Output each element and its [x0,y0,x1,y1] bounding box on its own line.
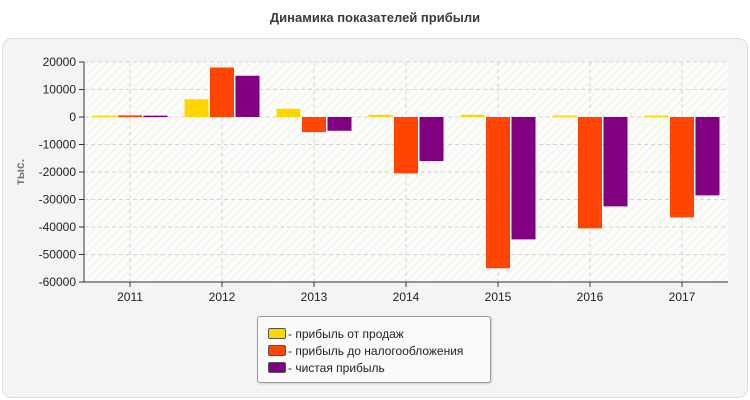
y-tick-label: 20000 [43,55,77,69]
y-tick-label: 0 [69,110,76,124]
y-tick-label: -60000 [39,275,77,289]
bar[interactable] [394,117,418,174]
legend-item-pretax-profit: - прибыль до налогообложения [268,343,463,359]
bar[interactable] [143,115,168,118]
bar[interactable] [644,115,669,118]
bar[interactable] [276,108,301,117]
legend: - прибыль от продаж - прибыль до налогоо… [257,316,491,383]
x-tick-label: 2012 [209,290,236,304]
legend-swatch-pretax-profit [268,345,286,357]
x-tick-label: 2016 [577,290,604,304]
chart-title: Динамика показателей прибыли [269,10,481,25]
x-tick-label: 2017 [669,290,696,304]
bar[interactable] [552,115,577,118]
y-tick-label: -20000 [39,165,77,179]
bar[interactable] [419,117,444,161]
bar[interactable] [92,115,117,118]
bar[interactable] [670,117,694,218]
legend-label-pretax-profit: - прибыль до налогообложения [288,344,464,358]
bar[interactable] [184,99,209,117]
y-tick-label: -50000 [39,248,77,262]
y-tick-label: -10000 [39,138,77,152]
bar[interactable] [695,117,720,196]
bar[interactable] [210,67,234,118]
y-tick-label: -40000 [39,220,77,234]
bar[interactable] [302,117,326,133]
x-tick-label: 2013 [301,290,328,304]
bar[interactable] [235,75,260,117]
legend-item-net-profit: - чистая прибыль [268,360,385,376]
bar[interactable] [511,117,536,240]
x-tick-label: 2011 [117,290,143,304]
legend-swatch-net-profit [268,362,286,374]
y-tick-label: 10000 [43,83,77,97]
legend-label-sales-profit: - прибыль от продаж [288,327,404,341]
bar[interactable] [327,117,352,131]
bar[interactable] [460,114,485,117]
bar[interactable] [578,117,602,229]
x-tick-label: 2014 [393,290,420,304]
legend-swatch-sales-profit [268,328,286,340]
bar[interactable] [603,117,628,207]
legend-label-net-profit: - чистая прибыль [288,361,385,375]
bar[interactable] [118,115,142,117]
x-tick-label: 2015 [485,290,512,304]
legend-item-sales-profit: - прибыль от продаж [268,326,404,342]
bar[interactable] [368,114,393,117]
bar[interactable] [486,117,510,269]
y-tick-label: -30000 [39,193,77,207]
y-axis-label: тыс. [13,159,27,185]
